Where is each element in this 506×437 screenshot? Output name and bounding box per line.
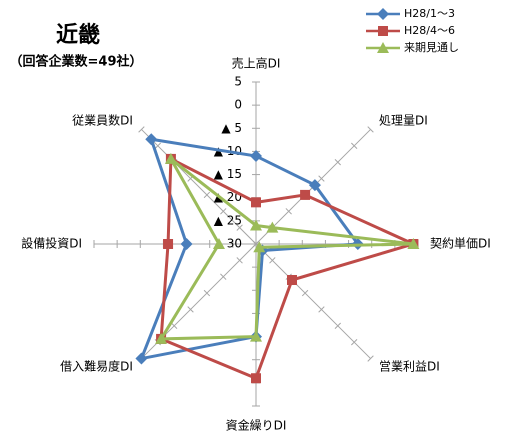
marker <box>251 197 261 208</box>
axis-line <box>141 129 257 245</box>
tick-mark <box>252 240 260 248</box>
tick-mark <box>285 208 292 215</box>
tick-mark <box>334 158 342 166</box>
legend-label: 来期見通し <box>404 41 459 54</box>
tick-mark <box>236 257 243 264</box>
axis-label: 資金繰りDI <box>226 418 287 433</box>
tick-mark <box>269 257 276 264</box>
tick-mark <box>203 289 211 297</box>
chart-title: 近畿 <box>56 22 100 48</box>
tick-mark <box>138 126 145 133</box>
tick-mark <box>236 224 243 231</box>
tick-label: ▲ 25 <box>214 213 242 227</box>
marker <box>145 133 158 146</box>
axis-label: 設備投資DI <box>21 236 82 251</box>
marker <box>407 238 420 249</box>
marker <box>155 332 168 344</box>
tick-mark <box>367 355 374 362</box>
marker <box>300 189 311 200</box>
axis-label: 営業利益DI <box>379 360 440 374</box>
legend-label: H28/1～3 <box>404 7 455 20</box>
marker <box>250 150 262 163</box>
marker <box>251 373 261 384</box>
tick-mark <box>318 306 325 313</box>
tick-label: 0 <box>234 98 242 112</box>
chart-subtitle: （回答企業数=49社） <box>10 54 143 70</box>
marker <box>287 275 298 286</box>
axis-label: 売上高DI <box>232 56 281 71</box>
tick-mark <box>334 322 342 330</box>
tick-label: 5 <box>234 75 242 89</box>
marker <box>250 330 262 342</box>
axis-label: 借入難易度DI <box>60 359 133 374</box>
marker <box>378 26 388 36</box>
legend: H28/1～3 H28/4～6 来期見通し <box>366 7 459 54</box>
axis-label: 契約単価DI <box>430 236 491 251</box>
tick-mark <box>318 175 325 182</box>
tick-mark <box>170 322 178 330</box>
tick-label: ▲ 20 <box>214 190 242 204</box>
marker <box>308 179 321 192</box>
marker <box>163 239 174 249</box>
axis-label: 従業員数DI <box>72 112 133 127</box>
tick-label: ▲ 15 <box>214 167 242 181</box>
tick-label: ▲ 5 <box>221 121 242 135</box>
tick-mark <box>351 339 358 346</box>
axis-line <box>255 243 371 359</box>
marker <box>164 152 177 164</box>
tick-mark <box>187 306 194 313</box>
tick-mark <box>301 289 309 297</box>
tick-mark <box>220 208 227 215</box>
tick-mark <box>154 142 161 149</box>
tick-mark <box>367 126 374 133</box>
series-line <box>159 156 418 381</box>
marker <box>377 8 389 20</box>
series <box>155 152 420 344</box>
marker <box>212 238 225 249</box>
marker <box>253 241 266 253</box>
legend-label: H28/4～6 <box>404 24 455 37</box>
marker <box>135 352 148 365</box>
marker <box>250 219 262 231</box>
tick-mark <box>220 273 227 280</box>
marker <box>377 42 389 53</box>
tick-mark <box>351 142 358 149</box>
tick-mark <box>203 191 211 199</box>
axis-label: 処理量DI <box>379 113 428 127</box>
marker <box>266 221 279 233</box>
marker <box>180 238 193 250</box>
